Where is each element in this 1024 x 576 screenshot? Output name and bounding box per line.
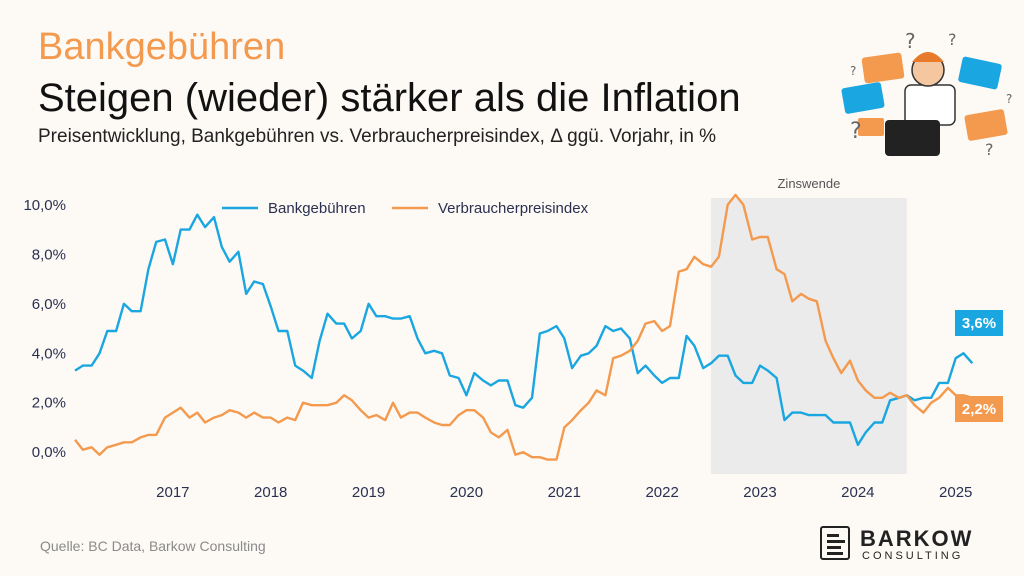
y-axis: 0,0% 2,0% 4,0% 6,0% 8,0% 10,0% — [23, 197, 66, 461]
zinswende-label: Zinswende — [777, 176, 840, 191]
illustration-confused-person-icon: ? ? ? ? ? ? — [841, 29, 1012, 159]
logo-name: BARKOW — [860, 526, 974, 551]
y-tick-label: 10,0% — [23, 197, 66, 214]
x-axis: 2017 2018 2019 2020 2021 2022 2023 2024 2025 — [156, 484, 972, 501]
chart-subtitle: Preisentwicklung, Bankgebühren vs. Verbr… — [38, 126, 717, 147]
x-tick-label: 2020 — [450, 484, 483, 501]
end-label-text: 2,2% — [962, 401, 996, 418]
page-title: Steigen (wieder) stärker als die Inflati… — [38, 76, 741, 120]
zinswende-shade — [711, 198, 907, 474]
x-tick-label: 2022 — [645, 484, 678, 501]
logo-mark-icon — [820, 526, 850, 560]
series-lines — [74, 193, 974, 461]
x-tick-label: 2025 — [939, 484, 972, 501]
y-tick-label: 2,0% — [32, 395, 66, 412]
series-line-vpi — [74, 193, 973, 461]
legend-label: Bankgebühren — [268, 200, 366, 217]
svg-text:?: ? — [905, 29, 916, 53]
end-label-badge — [955, 310, 1003, 336]
series-line-bankgebuehren — [74, 213, 974, 446]
source-note: Quelle: BC Data, Barkow Consulting — [40, 538, 266, 554]
svg-text:?: ? — [850, 64, 856, 78]
y-tick-label: 4,0% — [32, 345, 66, 362]
x-tick-label: 2023 — [743, 484, 776, 501]
end-label-text: 3,6% — [962, 315, 996, 332]
x-tick-label: 2024 — [841, 484, 874, 501]
barkow-logo: BARKOW CONSULTING — [820, 524, 990, 564]
svg-text:?: ? — [985, 140, 994, 159]
svg-text:?: ? — [1006, 92, 1012, 106]
svg-text:?: ? — [850, 119, 862, 144]
x-tick-label: 2018 — [254, 484, 287, 501]
x-tick-label: 2021 — [548, 484, 581, 501]
y-tick-label: 6,0% — [32, 296, 66, 313]
svg-text:?: ? — [948, 30, 957, 49]
kicker-title: Bankgebühren — [38, 26, 286, 68]
legend-label: Verbraucherpreisindex — [438, 200, 589, 217]
end-labels: 3,6% 2,2% — [955, 310, 1003, 422]
end-label-badge — [955, 396, 1003, 422]
logo-subtitle: CONSULTING — [862, 550, 964, 562]
x-tick-label: 2019 — [352, 484, 385, 501]
y-tick-label: 0,0% — [32, 444, 66, 461]
y-tick-label: 8,0% — [32, 246, 66, 263]
legend: Bankgebühren Verbraucherpreisindex — [222, 200, 589, 217]
x-tick-label: 2017 — [156, 484, 189, 501]
